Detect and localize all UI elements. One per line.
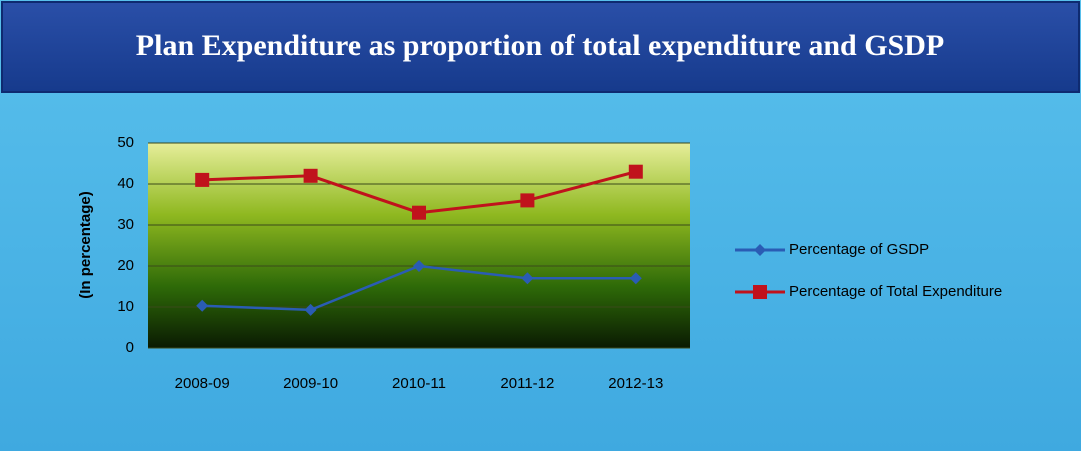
x-tick-label: 2010-11 — [392, 375, 446, 392]
data-point — [195, 172, 210, 187]
legend-marker — [754, 244, 766, 256]
y-axis-label: (In percentage) — [77, 191, 94, 299]
y-tick-label: 40 — [117, 175, 134, 192]
y-tick-label: 30 — [117, 216, 134, 233]
chart-title: Plan Expenditure as proportion of total … — [136, 29, 944, 62]
title-bar — [1, 1, 1080, 93]
legend-marker — [753, 285, 767, 299]
data-point — [304, 303, 317, 316]
data-point — [521, 272, 534, 285]
y-tick-label: 10 — [117, 298, 134, 315]
data-point — [413, 260, 425, 272]
plot-area — [148, 143, 690, 348]
x-tick-label: 2009-10 — [283, 375, 338, 392]
y-tick-label: 50 — [117, 134, 134, 151]
x-tick-label: 2008-09 — [175, 375, 230, 392]
x-tick-label: 2011-12 — [500, 375, 554, 392]
legend-label: Percentage of Total Expenditure — [789, 283, 1002, 300]
x-tick-label: 2012-13 — [608, 375, 663, 392]
legend-label: Percentage of GSDP — [789, 241, 929, 258]
data-point — [629, 272, 642, 285]
data-point — [303, 168, 318, 183]
data-point — [628, 164, 643, 179]
data-point — [196, 299, 209, 312]
data-point — [520, 193, 535, 208]
data-point — [412, 205, 426, 220]
y-tick-label: 0 — [126, 339, 134, 356]
y-tick-label: 20 — [117, 257, 134, 274]
